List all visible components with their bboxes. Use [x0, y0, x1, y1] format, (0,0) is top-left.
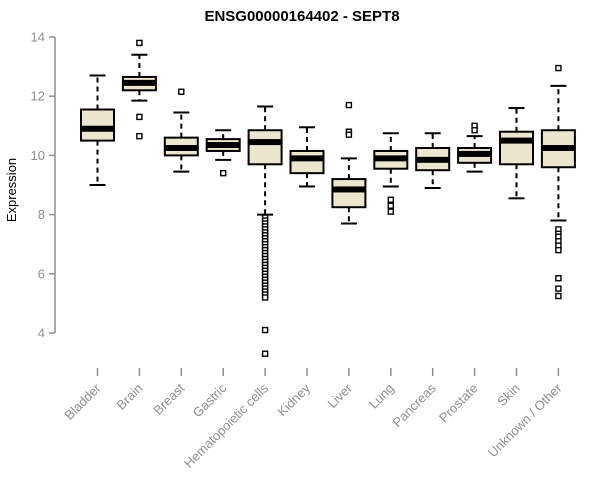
outlier-point — [261, 326, 269, 334]
median-bar — [122, 79, 156, 86]
outlier-point — [555, 246, 562, 254]
boxplot-brain: Brain — [113, 39, 157, 413]
median-bar — [332, 186, 366, 193]
boxplot-skin: Skin — [494, 107, 534, 409]
x-category-label: Breast — [150, 380, 187, 417]
x-category-label: Pancreas — [389, 380, 439, 430]
median-bar — [458, 150, 492, 157]
median-bar — [374, 155, 408, 162]
x-category-label: Liver — [324, 380, 355, 411]
x-category-label: Unknown / Other — [485, 380, 565, 460]
y-axis-label: Expression — [4, 158, 19, 222]
outlier-point — [136, 113, 143, 121]
iqr-box — [247, 129, 283, 166]
y-tick-label: 14 — [31, 30, 45, 45]
outlier-point — [136, 39, 143, 47]
y-tick-label: 4 — [38, 326, 45, 341]
median-bar — [81, 125, 114, 132]
outlier-point — [261, 294, 269, 301]
x-category-label: Bladder — [61, 380, 104, 423]
outlier-point — [555, 285, 562, 292]
outlier-point — [555, 275, 562, 282]
median-bar — [541, 145, 575, 151]
y-tick-label: 10 — [31, 148, 45, 163]
x-category-label: Prostate — [436, 381, 481, 426]
boxplot-liver: Liver — [324, 101, 367, 411]
boxplot-bladder: Bladder — [61, 74, 115, 423]
median-bar — [416, 156, 450, 163]
outlier-point — [387, 208, 394, 215]
x-category-label: Lung — [366, 381, 397, 412]
iqr-box — [289, 149, 325, 175]
median-bar — [206, 142, 240, 149]
boxplot-gastric: Gastric — [190, 129, 241, 420]
iqr-box — [331, 178, 367, 209]
boxplot-pancreas: Pancreas — [389, 132, 451, 430]
outlier-point — [178, 88, 185, 95]
outlier-point — [136, 132, 143, 140]
y-tick-label: 8 — [38, 207, 45, 222]
outlier-point — [387, 202, 394, 209]
x-category-label: Brain — [113, 381, 145, 413]
median-bar — [248, 139, 282, 146]
boxplot-lung: Lung — [366, 132, 409, 412]
x-category-label: Gastric — [190, 380, 230, 420]
x-category-label: Kidney — [274, 380, 313, 419]
iqr-box — [80, 108, 115, 142]
outlier-point — [219, 169, 227, 177]
median-bar — [500, 137, 533, 144]
outlier-point — [471, 127, 478, 134]
outlier-point — [261, 350, 269, 357]
median-bar — [164, 145, 198, 151]
outlier-point — [387, 196, 394, 204]
outlier-point — [345, 131, 353, 138]
boxplot-breast: Breast — [150, 88, 199, 418]
median-bar — [290, 155, 324, 162]
outlier-point — [555, 292, 562, 300]
y-tick-label: 12 — [31, 89, 45, 104]
x-category-label: Skin — [494, 381, 522, 409]
outlier-point — [555, 64, 562, 72]
outlier-point — [345, 101, 353, 109]
chart-title: ENSG00000164402 - SEPT8 — [204, 8, 399, 25]
y-tick-label: 6 — [38, 266, 45, 281]
boxplot-kidney: Kidney — [274, 126, 325, 419]
iqr-box — [499, 130, 534, 166]
